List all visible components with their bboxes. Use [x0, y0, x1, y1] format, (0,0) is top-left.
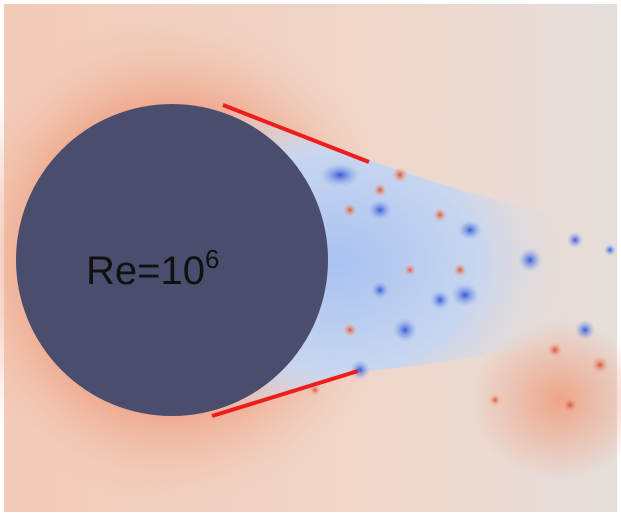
reynolds-label: Re=106	[86, 244, 219, 293]
label-exponent: 6	[205, 244, 219, 274]
flow-visualization: Re=106	[0, 0, 621, 516]
label-base: Re=10	[86, 249, 205, 293]
